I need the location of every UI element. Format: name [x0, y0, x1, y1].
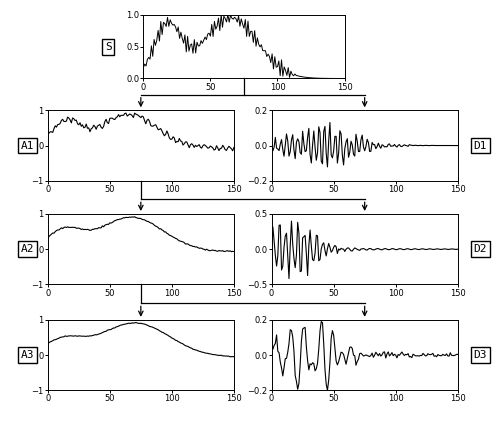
- Text: A2: A2: [21, 244, 34, 254]
- Text: S: S: [105, 42, 112, 52]
- Text: D2: D2: [474, 244, 487, 254]
- Text: A3: A3: [21, 350, 34, 360]
- Text: D3: D3: [474, 350, 487, 360]
- Text: A1: A1: [21, 141, 34, 150]
- Text: D1: D1: [474, 141, 487, 150]
